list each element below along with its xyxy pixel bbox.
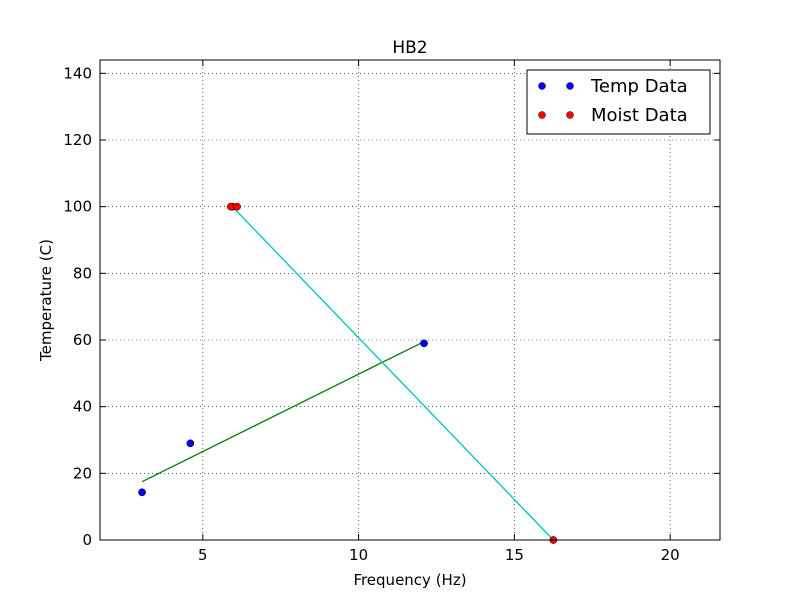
- y-tick-label: 60: [73, 331, 92, 349]
- x-tick-label: 20: [661, 546, 680, 564]
- legend-marker-temp: [566, 82, 574, 90]
- y-axis-label: Temperature (C): [37, 239, 55, 362]
- fit-line: [231, 206, 554, 541]
- axis-ticks: 5 10 15 20 0 20 40 60 80 100 120 140: [63, 60, 720, 564]
- data-points: [138, 202, 558, 544]
- x-axis-label: Frequency (Hz): [353, 571, 466, 589]
- fit-line: [141, 341, 425, 483]
- temp-data-point: [138, 488, 146, 497]
- chart-title: HB2: [392, 38, 427, 58]
- y-tick-label: 40: [73, 398, 92, 416]
- y-tick-label: 120: [63, 131, 92, 149]
- x-tick-label: 15: [505, 546, 524, 564]
- moist-data-point: [233, 202, 241, 211]
- temp-data-point: [420, 339, 428, 348]
- y-tick-label: 0: [82, 531, 92, 549]
- temp-data-point: [186, 439, 195, 448]
- legend-marker-temp: [538, 82, 546, 90]
- y-tick-label: 80: [73, 264, 92, 282]
- legend-label-temp: Temp Data: [590, 76, 688, 97]
- legend-label-moist: Moist Data: [591, 105, 688, 126]
- legend-marker-moist: [538, 111, 546, 119]
- y-tick-label: 100: [63, 198, 92, 216]
- legend-box: [526, 69, 711, 135]
- y-tick-label: 140: [63, 64, 92, 82]
- fit-lines: [141, 206, 554, 541]
- x-tick-label: 10: [349, 546, 368, 564]
- legend-marker-moist: [566, 111, 574, 119]
- plot-frame: [99, 59, 721, 541]
- legend: Temp Data Moist Data: [526, 69, 711, 135]
- x-tick-label: 5: [198, 546, 208, 564]
- y-tick-label: 20: [73, 464, 92, 482]
